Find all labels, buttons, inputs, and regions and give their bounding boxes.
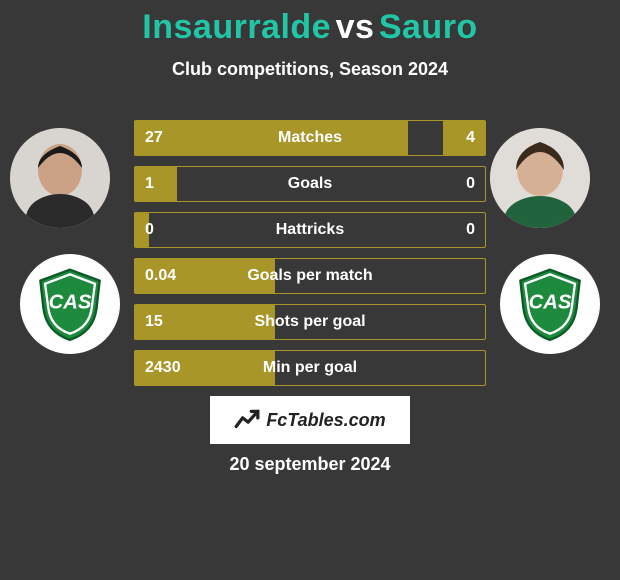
svg-text:CAS: CAS [529, 292, 572, 314]
stat-label: Goals [135, 167, 485, 201]
club-right-badge: CAS [500, 254, 600, 354]
stat-row: 10Goals [134, 166, 486, 202]
stat-label: Hattricks [135, 213, 485, 247]
stat-label: Shots per goal [135, 305, 485, 339]
fctables-logo-icon [234, 407, 260, 433]
stat-row: 0.04Goals per match [134, 258, 486, 294]
stat-row: 2430Min per goal [134, 350, 486, 386]
svg-text:CAS: CAS [49, 292, 92, 314]
player-right-name: Sauro [379, 8, 478, 46]
vs-label: vs [336, 8, 375, 46]
stat-label: Matches [135, 121, 485, 155]
stat-row: 274Matches [134, 120, 486, 156]
club-left-badge: CAS [20, 254, 120, 354]
stat-label: Min per goal [135, 351, 485, 385]
player-left-avatar [10, 128, 110, 228]
comparison-bars: 274Matches 10Goals 00Hattricks 0.04Goals pe… [134, 120, 486, 396]
player-left-name: Insaurralde [142, 8, 331, 46]
stat-row: 15Shots per goal [134, 304, 486, 340]
subtitle: Club competitions, Season 2024 [0, 59, 620, 80]
stat-row: 00Hattricks [134, 212, 486, 248]
brand-label: FcTables.com [266, 410, 385, 431]
brand-card: FcTables.com [210, 396, 410, 444]
page-title: Insaurralde vs Sauro [0, 0, 620, 47]
player-right-avatar [490, 128, 590, 228]
stat-label: Goals per match [135, 259, 485, 293]
date-label: 20 september 2024 [0, 454, 620, 475]
